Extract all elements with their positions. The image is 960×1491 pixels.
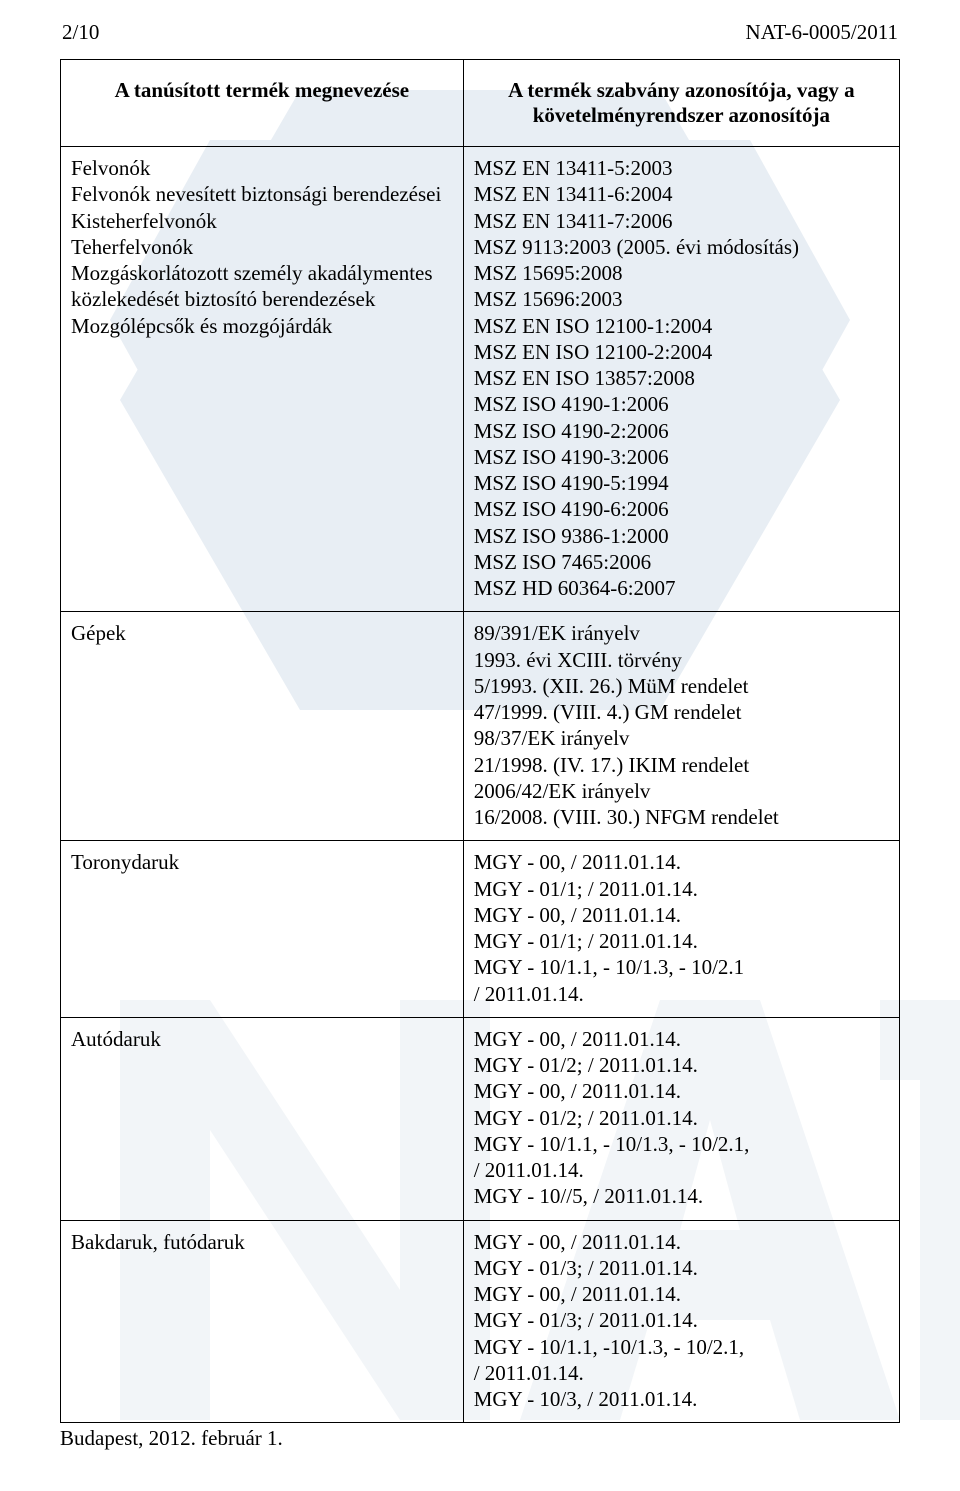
standard-cell: MSZ EN 13411-5:2003MSZ EN 13411-6:2004MS… <box>463 147 899 612</box>
product-line: Teherfelvonók <box>71 234 453 260</box>
standard-line: MGY - 10/1.1, -10/1.3, - 10/2.1, <box>474 1334 889 1360</box>
standard-line: MGY - 00, / 2011.01.14. <box>474 849 889 875</box>
standard-line: MSZ EN 13411-6:2004 <box>474 181 889 207</box>
col-header-product: A tanúsított termék megnevezése <box>61 60 464 147</box>
standard-line: MGY - 00, / 2011.01.14. <box>474 1281 889 1307</box>
standard-line: MSZ ISO 9386-1:2000 <box>474 523 889 549</box>
standard-line: MGY - 10/1.1, - 10/1.3, - 10/2.1, <box>474 1131 889 1157</box>
standard-line: MSZ EN 13411-7:2006 <box>474 208 889 234</box>
standard-line: 5/1993. (XII. 26.) MüM rendelet <box>474 673 889 699</box>
standard-line: MGY - 01/1; / 2011.01.14. <box>474 928 889 954</box>
table-row: Gépek 89/391/EK irányelv1993. évi XCIII. … <box>61 612 900 841</box>
standard-line: MGY - 10//5, / 2011.01.14. <box>474 1183 889 1209</box>
standard-line: MSZ 9113:2003 (2005. évi módosítás) <box>474 234 889 260</box>
standard-line: 89/391/EK irányelv <box>474 620 889 646</box>
standard-line: MGY - 01/2; / 2011.01.14. <box>474 1105 889 1131</box>
standard-line: MSZ ISO 4190-6:2006 <box>474 496 889 522</box>
standard-line: MGY - 01/2; / 2011.01.14. <box>474 1052 889 1078</box>
header-line: 2/10 NAT-6-0005/2011 <box>60 20 900 45</box>
product-line: Kisteherfelvonók <box>71 208 453 234</box>
standard-line: MSZ EN ISO 12100-2:2004 <box>474 339 889 365</box>
page-indicator: 2/10 <box>62 20 99 45</box>
product-line: Mozgáskorlátozott személy akadálymentes … <box>71 260 453 313</box>
doc-ref: NAT-6-0005/2011 <box>746 20 898 45</box>
table-row: FelvonókFelvonók nevesített biztonsági b… <box>61 147 900 612</box>
product-line: Autódaruk <box>71 1026 453 1052</box>
product-cell: Gépek <box>61 612 464 841</box>
content: 2/10 NAT-6-0005/2011 A tanúsított termék… <box>60 20 900 1423</box>
standard-line: MGY - 00, / 2011.01.14. <box>474 1229 889 1255</box>
footer-date: Budapest, 2012. február 1. <box>60 1426 283 1451</box>
standard-line: MSZ ISO 4190-1:2006 <box>474 391 889 417</box>
standard-line: MGY - 10/1.1, - 10/1.3, - 10/2.1 <box>474 954 889 980</box>
standard-line: MGY - 01/1; / 2011.01.14. <box>474 876 889 902</box>
product-line: Felvonók nevesített biztonsági berendezé… <box>71 181 453 207</box>
standard-line: / 2011.01.14. <box>474 1360 889 1386</box>
standard-line: MGY - 00, / 2011.01.14. <box>474 902 889 928</box>
standard-line: MGY - 00, / 2011.01.14. <box>474 1026 889 1052</box>
standard-line: 16/2008. (VIII. 30.) NFGM rendelet <box>474 804 889 830</box>
standard-cell: MGY - 00, / 2011.01.14.MGY - 01/3; / 201… <box>463 1220 899 1423</box>
table-header-row: A tanúsított termék megnevezése A termék… <box>61 60 900 147</box>
standard-line: MSZ EN ISO 13857:2008 <box>474 365 889 391</box>
standard-line: MGY - 00, / 2011.01.14. <box>474 1078 889 1104</box>
standard-line: MGY - 01/3; / 2011.01.14. <box>474 1307 889 1333</box>
standard-line: 1993. évi XCIII. törvény <box>474 647 889 673</box>
table-row: ToronydarukMGY - 00, / 2011.01.14.MGY - … <box>61 841 900 1018</box>
standard-line: MSZ HD 60364-6:2007 <box>474 575 889 601</box>
standard-line: MSZ EN 13411-5:2003 <box>474 155 889 181</box>
standard-line: / 2011.01.14. <box>474 1157 889 1183</box>
standard-line: MSZ ISO 4190-2:2006 <box>474 418 889 444</box>
standard-cell: MGY - 00, / 2011.01.14.MGY - 01/2; / 201… <box>463 1017 899 1220</box>
standard-line: 47/1999. (VIII. 4.) GM rendelet <box>474 699 889 725</box>
standards-table: A tanúsított termék megnevezése A termék… <box>60 59 900 1423</box>
product-cell: Toronydaruk <box>61 841 464 1018</box>
product-cell: Autódaruk <box>61 1017 464 1220</box>
product-cell: FelvonókFelvonók nevesített biztonsági b… <box>61 147 464 612</box>
standard-line: MGY - 10/3, / 2011.01.14. <box>474 1386 889 1412</box>
standard-line: MSZ EN ISO 12100-1:2004 <box>474 313 889 339</box>
standard-line: 98/37/EK irányelv <box>474 725 889 751</box>
table-body: FelvonókFelvonók nevesített biztonsági b… <box>61 147 900 1423</box>
standard-cell: MGY - 00, / 2011.01.14.MGY - 01/1; / 201… <box>463 841 899 1018</box>
product-line: Mozgólépcsők és mozgójárdák <box>71 313 453 339</box>
product-line: Gépek <box>71 620 453 646</box>
standard-line: MGY - 01/3; / 2011.01.14. <box>474 1255 889 1281</box>
standard-line: MSZ 15696:2003 <box>474 286 889 312</box>
standard-line: MSZ ISO 7465:2006 <box>474 549 889 575</box>
product-line: Toronydaruk <box>71 849 453 875</box>
table-row: Bakdaruk, futódaruk MGY - 00, / 2011.01.1… <box>61 1220 900 1423</box>
standard-line: 2006/42/EK irányelv <box>474 778 889 804</box>
standard-line: / 2011.01.14. <box>474 981 889 1007</box>
page: 2/10 NAT-6-0005/2011 A tanúsított termék… <box>0 0 960 1491</box>
product-cell: Bakdaruk, futódaruk <box>61 1220 464 1423</box>
standard-line: MSZ 15695:2008 <box>474 260 889 286</box>
standard-line: 21/1998. (IV. 17.) IKIM rendelet <box>474 752 889 778</box>
table-row: AutódarukMGY - 00, / 2011.01.14.MGY - 01… <box>61 1017 900 1220</box>
standard-line: MSZ ISO 4190-3:2006 <box>474 444 889 470</box>
standard-line: MSZ ISO 4190-5:1994 <box>474 470 889 496</box>
standard-cell: 89/391/EK irányelv1993. évi XCIII. törvé… <box>463 612 899 841</box>
product-line: Felvonók <box>71 155 453 181</box>
product-line: Bakdaruk, futódaruk <box>71 1229 453 1255</box>
col-header-standard: A termék szabvány azonosítója, vagy a kö… <box>463 60 899 147</box>
